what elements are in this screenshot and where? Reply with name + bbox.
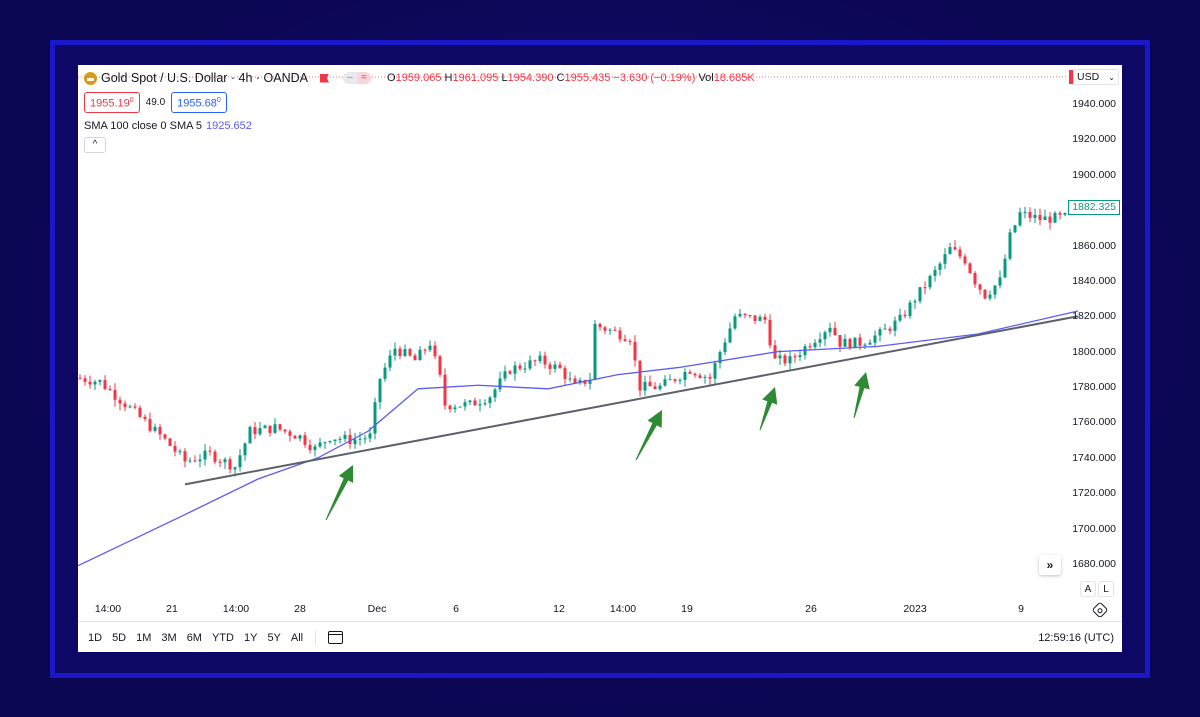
time-tick-label: 21 <box>166 603 178 615</box>
price-tick-label: 1780.000 <box>1072 381 1116 394</box>
range-button-1y[interactable]: 1Y <box>243 631 258 644</box>
price-tick-label: 1840.000 <box>1072 274 1116 287</box>
bottom-toolbar: 1D 5D 1M 3M 6M YTD 1Y 5Y All 12:59:16 (UTC) <box>78 621 1122 652</box>
range-button-1m[interactable]: 1M <box>136 631 152 644</box>
scroll-to-realtime-button[interactable]: » <box>1039 555 1061 575</box>
time-tick-label: 26 <box>805 603 817 615</box>
range-button-all[interactable]: All <box>290 631 304 644</box>
minus-icon: – <box>347 72 353 83</box>
time-tick-label: 9 <box>1018 603 1024 615</box>
range-button-6m[interactable]: 6M <box>186 631 202 644</box>
range-button-5y[interactable]: 5Y <box>267 631 281 644</box>
flag-icon[interactable] <box>320 73 330 83</box>
go-to-date-icon[interactable] <box>328 631 344 644</box>
price-tick-label: 1720.000 <box>1072 487 1116 500</box>
time-tick-label: 14:00 <box>609 603 637 615</box>
indicator-legend[interactable]: SMA 100 close 0 SMA 5 1925.652 <box>84 119 252 132</box>
buy-button[interactable]: 1955.680 <box>171 92 227 113</box>
auto-scale-button[interactable]: A <box>1080 581 1096 597</box>
collapse-legend-button[interactable]: ^ <box>84 136 106 153</box>
double-chevron-right-icon: » <box>1046 558 1054 572</box>
range-button-ytd[interactable]: YTD <box>211 631 234 644</box>
sell-button[interactable]: 1955.190 <box>84 92 140 113</box>
time-tick-label: 14:00 <box>94 603 122 615</box>
time-tick-label: 14:00 <box>222 603 250 615</box>
currency-select[interactable]: USD ⌄ <box>1073 69 1119 85</box>
time-tick-label: 28 <box>294 603 306 615</box>
price-tick-label: 1920.000 <box>1072 133 1116 146</box>
price-tick-label: 1900.000 <box>1072 168 1116 181</box>
date-range-buttons: 1D 5D 1M 3M 6M YTD 1Y 5Y All <box>78 632 303 644</box>
price-tick-label: 1740.000 <box>1072 451 1116 464</box>
last-price-label: 1882.325 <box>1068 200 1120 215</box>
time-tick-label: Dec <box>367 603 387 615</box>
price-chart[interactable] <box>78 65 1122 621</box>
time-tick-label: 19 <box>681 603 693 615</box>
chart-legend: Gold Spot / U.S. Dollar · 4h · OANDA – ≈ … <box>84 70 755 153</box>
sma-value: 1925.652 <box>206 119 252 132</box>
range-button-3m[interactable]: 3M <box>161 631 177 644</box>
time-tick-label: 12 <box>553 603 565 615</box>
time-tick-label: 2023 <box>903 603 927 615</box>
spread-value: 49.0 <box>145 96 166 108</box>
divider <box>315 629 317 646</box>
price-tick-label: 1700.000 <box>1072 522 1116 535</box>
chart-panel[interactable]: Gold Spot / U.S. Dollar · 4h · OANDA – ≈ … <box>78 65 1122 652</box>
price-tick-label: 1940.000 <box>1072 98 1116 110</box>
chevron-up-icon: ^ <box>92 139 98 151</box>
gold-symbol-icon <box>84 71 97 85</box>
ohlc-values: O1959.065 H1961.095 L1954.390 C1955.435 … <box>387 72 755 84</box>
time-tick-label: 6 <box>453 603 459 615</box>
price-tick-label: 1760.000 <box>1072 416 1116 429</box>
range-button-1d[interactable]: 1D <box>88 631 103 644</box>
price-tick-label: 1820.000 <box>1072 310 1116 323</box>
clock-timezone[interactable]: 12:59:16 (UTC) <box>1038 631 1114 644</box>
log-scale-button[interactable]: L <box>1098 581 1114 597</box>
symbol-title[interactable]: Gold Spot / U.S. Dollar · 4h · OANDA <box>101 71 309 85</box>
price-tick-label: 1860.000 <box>1072 239 1116 252</box>
chevron-down-icon: ⌄ <box>1108 72 1115 82</box>
compare-toggle[interactable]: – ≈ <box>343 72 372 84</box>
current-price-marker <box>1069 70 1073 84</box>
price-tick-label: 1680.000 <box>1072 557 1116 570</box>
approx-icon: ≈ <box>357 72 372 84</box>
range-button-5d[interactable]: 5D <box>112 631 127 644</box>
price-tick-label: 1800.000 <box>1072 345 1116 358</box>
price-change: −3.630 (−0.19%) <box>613 72 696 84</box>
